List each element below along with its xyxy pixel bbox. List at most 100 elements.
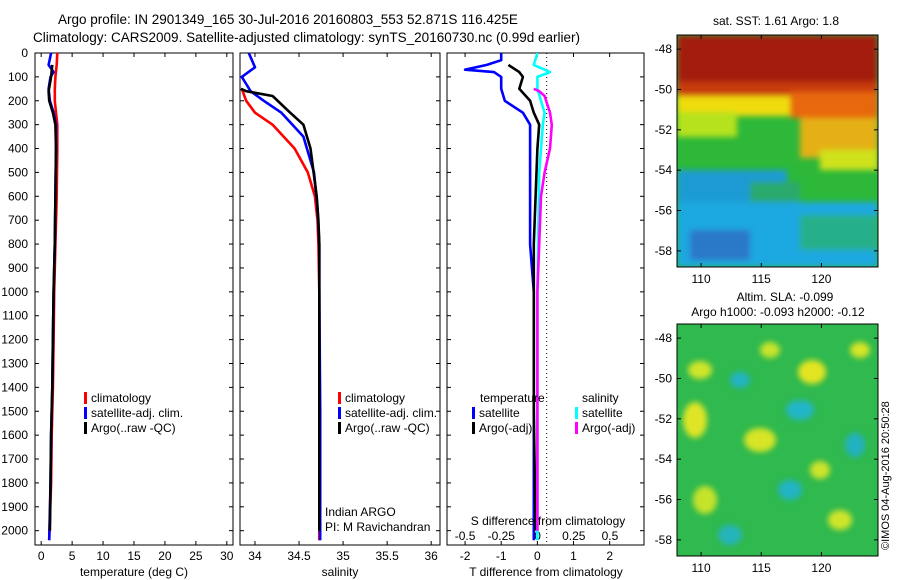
x-tick-label: 35 xyxy=(336,549,350,563)
series-line xyxy=(507,63,541,531)
x-tick-label: 15 xyxy=(127,549,141,563)
x-tick-label: 0 xyxy=(38,549,45,563)
salinity-series xyxy=(240,53,322,541)
top-tick-label: -0.5 xyxy=(455,529,476,543)
top-tick-label: 0.25 xyxy=(562,529,586,543)
sla-map-title: Altim. SLA: -0.099 xyxy=(737,290,834,304)
sst-field xyxy=(677,35,878,267)
temperature-axis-label: temperature (deg C) xyxy=(80,565,188,579)
series-line xyxy=(533,87,554,531)
x-tick-label: 25 xyxy=(189,549,203,563)
depth-tick-label: 100 xyxy=(8,70,28,84)
map-x-tick-label: 115 xyxy=(752,561,771,575)
temperature-series xyxy=(47,53,59,541)
depth-tick-label: 1000 xyxy=(1,285,28,299)
sla-field xyxy=(677,324,878,556)
x-tick-label: 30 xyxy=(220,549,234,563)
legend-swatch-satellite xyxy=(84,407,87,419)
depth-tick-label: 1600 xyxy=(1,428,28,442)
x-tick-label: 36 xyxy=(425,549,439,563)
difference-axis-label: T difference from climatology xyxy=(469,565,623,579)
sst-map-title: sat. SST: 1.61 Argo: 1.8 xyxy=(713,14,839,28)
legend-label-satellite: satellite-adj. clim. xyxy=(91,406,183,420)
sla-map-frame xyxy=(676,323,879,557)
difference-series xyxy=(463,53,554,541)
legend-swatch-argo xyxy=(84,422,87,434)
salinity-legend: climatology satellite-adj. clim. Argo(..… xyxy=(338,391,437,435)
legend-label-temp-argo: Argo(-adj) xyxy=(479,421,532,435)
depth-tick-label: 1700 xyxy=(1,452,28,466)
legend-swatch-argo xyxy=(338,422,341,434)
legend-swatch-sal-satellite xyxy=(575,407,578,419)
map-y-tick-label: -58 xyxy=(655,244,673,258)
legend-salinity-header: salinity xyxy=(582,391,619,405)
depth-axis-labels: 0 100 200 300 400 500 600 700 800 900 1000 1100 1200… xyxy=(1,46,28,538)
temperature-plot-frame xyxy=(34,52,234,546)
depth-tick-label: 200 xyxy=(8,94,28,108)
map-y-tick-label: -54 xyxy=(655,452,673,466)
depth-tick-label: 800 xyxy=(8,237,28,251)
depth-tick-label: 500 xyxy=(8,165,28,179)
map-x-tick-label: 120 xyxy=(811,561,831,575)
salinity-axis: 34 34.5 35 35.5 36 xyxy=(240,52,440,563)
x-tick-label: 20 xyxy=(158,549,172,563)
depth-tick-label: 900 xyxy=(8,261,28,275)
legend-temperature-header: temperature xyxy=(480,391,545,405)
depth-tick-label: 1200 xyxy=(1,333,28,347)
series-line xyxy=(47,64,58,531)
series-line xyxy=(240,87,321,531)
x-tick-label: -1 xyxy=(496,549,507,563)
depth-tick-label: 600 xyxy=(8,189,28,203)
salinity-plot-frame xyxy=(239,52,441,546)
legend-swatch-sal-argo xyxy=(575,422,578,434)
float-program: Indian ARGO xyxy=(325,505,396,519)
map-y-tick-label: -52 xyxy=(655,412,673,426)
salinity-panel: 34 34.5 35 35.5 36 salinity climatology sate… xyxy=(239,52,441,579)
x-tick-label: 2 xyxy=(606,549,613,563)
legend-label-sal-satellite: satellite xyxy=(582,406,623,420)
x-tick-label: 34.5 xyxy=(287,549,311,563)
sla-map-axes: -48 -50 -52 -54 -56 -58 110 115 120 xyxy=(655,324,878,575)
x-tick-label: 34 xyxy=(248,549,262,563)
map-y-tick-label: -50 xyxy=(655,371,673,385)
sst-map-frame xyxy=(676,34,879,268)
x-tick-label: 1 xyxy=(570,549,577,563)
map-y-tick-label: -56 xyxy=(655,204,673,218)
legend-label-satellite: satellite-adj. clim. xyxy=(345,406,437,420)
depth-tick-label: 700 xyxy=(8,213,28,227)
map-y-tick-label: -58 xyxy=(655,533,673,547)
map-x-tick-label: 115 xyxy=(752,272,771,286)
difference-axis: -2 -1 0 1 2-0.5 -0.25 0 0.25 0.5 xyxy=(447,52,644,563)
credit-text: ©IMOS 04-Aug-2016 20:50:28 xyxy=(880,401,892,550)
depth-tick-label: 1800 xyxy=(1,476,28,490)
map-y-tick-label: -52 xyxy=(655,123,673,137)
x-tick-label: 0 xyxy=(534,549,541,563)
legend-label-argo: Argo(..raw -QC) xyxy=(345,421,430,435)
temperature-axis: 0 5 10 15 20 25 30 xyxy=(35,52,234,563)
map-y-tick-label: -54 xyxy=(655,163,673,177)
legend-swatch-satellite xyxy=(338,407,341,419)
legend-swatch-climatology xyxy=(338,392,341,404)
sst-map-axes: -48 -50 -52 -54 -56 -58 110 115 120 xyxy=(655,35,878,286)
salinity-axis-label: salinity xyxy=(322,565,359,579)
top-axis-label: S difference from climatology xyxy=(471,514,626,528)
legend-swatch-temp-satellite xyxy=(472,407,475,419)
x-tick-label: 10 xyxy=(96,549,110,563)
depth-tick-label: 1500 xyxy=(1,404,28,418)
top-tick-label: -0.25 xyxy=(488,529,516,543)
float-pi: PI: M Ravichandran xyxy=(325,520,430,534)
depth-tick-label: 0 xyxy=(21,46,28,60)
difference-legend: temperature salinity satellite Argo(-adj… xyxy=(472,391,635,435)
map-y-tick-label: -56 xyxy=(655,493,673,507)
depth-tick-label: 300 xyxy=(8,118,28,132)
map-x-tick-label: 120 xyxy=(811,272,831,286)
map-x-tick-label: 110 xyxy=(692,272,711,286)
legend-label-sal-argo: Argo(-adj) xyxy=(582,421,635,435)
legend-label-climatology: climatology xyxy=(345,391,405,405)
figure-subtitle: Climatology: CARS2009. Satellite-adjuste… xyxy=(33,30,580,45)
depth-tick-label: 1900 xyxy=(1,500,28,514)
figure-title: Argo profile: IN 2901349_165 30-Jul-2016… xyxy=(58,12,518,27)
legend-label-climatology: climatology xyxy=(91,391,151,405)
legend-label-temp-satellite: satellite xyxy=(479,406,520,420)
sst-map: sat. SST: 1.61 Argo: 1.8 -48 -50 -52 -54 -56… xyxy=(655,14,879,286)
